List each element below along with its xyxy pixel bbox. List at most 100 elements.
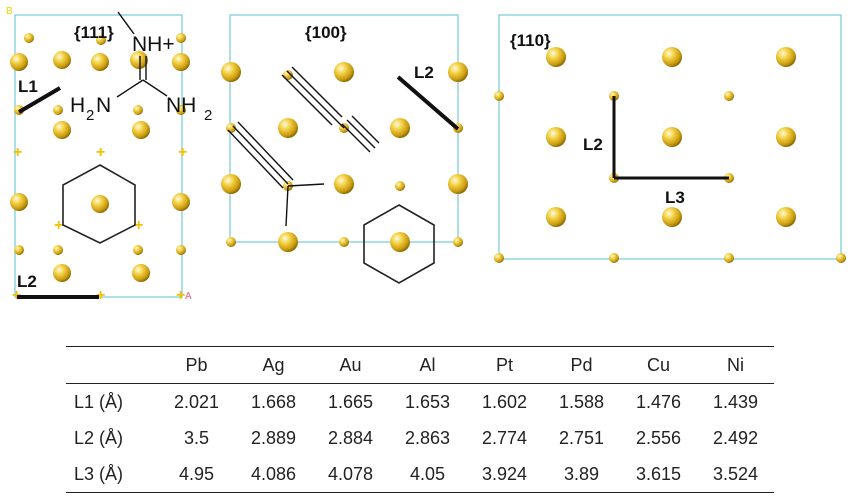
table-cell: 1.476 <box>635 391 682 412</box>
atom <box>91 53 109 71</box>
atom <box>53 245 63 255</box>
table-header-cell: Pd <box>570 354 593 375</box>
table-cell: 2.021 <box>173 391 220 412</box>
h2n-label-main: H <box>70 94 85 117</box>
marker-layer-111: + + + + + + + + <box>12 144 187 304</box>
bond-length-table: Pb Ag Au Al Pt Pd Cu Ni L1 (Å) 2.021 1.6… <box>66 346 774 493</box>
table-cell: 3.89 <box>563 463 600 484</box>
table-header-cell <box>66 347 158 384</box>
table-cell: 4.078 <box>327 463 374 484</box>
panel-111: B A + + + + + + + + NH+ H 2 N NH 2 {111} L1 L2 <box>6 6 212 304</box>
table-cell: 3.524 <box>712 463 759 484</box>
panel-100-title: {100} <box>305 23 347 42</box>
nh-plus-label: NH+ <box>132 33 175 56</box>
h2n-label-tail: N <box>96 94 111 117</box>
atom <box>14 245 24 255</box>
segment-l2-label-110: L2 <box>583 135 603 154</box>
atom <box>662 47 682 67</box>
h2n-label-sub: 2 <box>86 107 94 124</box>
atom <box>494 253 504 263</box>
atom <box>776 127 796 147</box>
table-header-cell: Pt <box>495 354 513 375</box>
atom <box>546 127 566 147</box>
table-cell: 1.588 <box>558 391 605 412</box>
atom <box>133 245 143 255</box>
atom <box>724 91 734 101</box>
lattice-marker: + <box>54 217 63 234</box>
atom <box>91 195 109 213</box>
table-cell: 1.602 <box>481 391 528 412</box>
table-header-cell: Cu <box>646 354 670 375</box>
atom <box>176 105 186 115</box>
table-row: L1 (Å) 2.021 1.668 1.665 1.653 1.602 1.5… <box>66 384 774 421</box>
lattice-marker: + <box>178 144 187 161</box>
panel-110: {110} L2 L3 <box>494 14 846 263</box>
lattice-marker: + <box>12 287 21 304</box>
table-header-cell: Au <box>339 354 362 375</box>
atom <box>283 70 293 80</box>
lattice-marker: + <box>176 287 185 304</box>
atom <box>448 62 468 82</box>
atom-layer-100 <box>221 62 468 252</box>
hexagon-outline-100 <box>363 204 435 284</box>
alkyne-stick-upper <box>281 66 380 153</box>
table-cell: 1.665 <box>327 391 374 412</box>
table-header-row: Pb Ag Au Al Pt Pd Cu Ni <box>66 346 774 384</box>
table-cell: L3 (Å) <box>74 463 124 484</box>
panel-111-title: {111} <box>74 23 114 42</box>
atom <box>10 53 28 71</box>
atom <box>176 245 186 255</box>
atom <box>226 237 236 247</box>
atom <box>221 62 241 82</box>
nh2-label-main: NH <box>166 94 196 117</box>
table-cell: 3.615 <box>635 463 682 484</box>
table-row: L3 (Å) 4.95 4.086 4.078 4.05 3.924 3.89 … <box>66 456 774 493</box>
atom <box>334 62 354 82</box>
panel-110-title: {110} <box>510 31 551 50</box>
table-cell: 1.439 <box>712 391 759 412</box>
segment-l2-label-100: L2 <box>414 63 434 82</box>
table-cell: 1.668 <box>250 391 297 412</box>
atom <box>546 47 566 67</box>
table-cell: 1.653 <box>404 391 451 412</box>
atom <box>53 121 71 139</box>
atom <box>546 207 566 227</box>
atom <box>172 53 190 71</box>
table-cell: 2.492 <box>712 427 759 448</box>
atom <box>53 51 71 69</box>
atom <box>836 253 846 263</box>
table-cell: L1 (Å) <box>74 391 124 412</box>
hexagon-outline-111 <box>62 164 136 244</box>
table-cell: 2.884 <box>327 427 374 448</box>
atom <box>24 33 34 43</box>
table-header-cell: Pb <box>185 354 208 375</box>
corner-mark-a: A <box>185 291 192 302</box>
alkyne-stick-lower <box>227 121 325 227</box>
atom <box>662 207 682 227</box>
atom <box>662 127 682 147</box>
lattice-marker: + <box>13 144 22 161</box>
atom <box>334 174 354 194</box>
atom <box>132 121 150 139</box>
atom <box>448 174 468 194</box>
table-cell: 4.95 <box>178 463 215 484</box>
segment-l1-label-111: L1 <box>18 77 38 96</box>
segment-l2-100 <box>396 75 460 131</box>
atom <box>278 232 298 252</box>
table-cell: 2.556 <box>635 427 682 448</box>
unit-cell-110 <box>498 14 842 260</box>
atom <box>339 237 349 247</box>
atom <box>395 181 405 191</box>
atom <box>776 47 796 67</box>
atom <box>221 174 241 194</box>
atom <box>172 193 190 211</box>
atom <box>132 264 150 282</box>
table-cell: 2.774 <box>481 427 528 448</box>
panel-100: {100} L2 <box>221 14 468 284</box>
crystal-surface-figure: B A + + + + + + + + NH+ H 2 N NH 2 {111} L1 L2 <box>6 6 846 304</box>
atom <box>494 91 504 101</box>
atom <box>609 253 619 263</box>
atom <box>724 253 734 263</box>
atom <box>53 264 71 282</box>
atom-layer-111 <box>10 33 190 282</box>
